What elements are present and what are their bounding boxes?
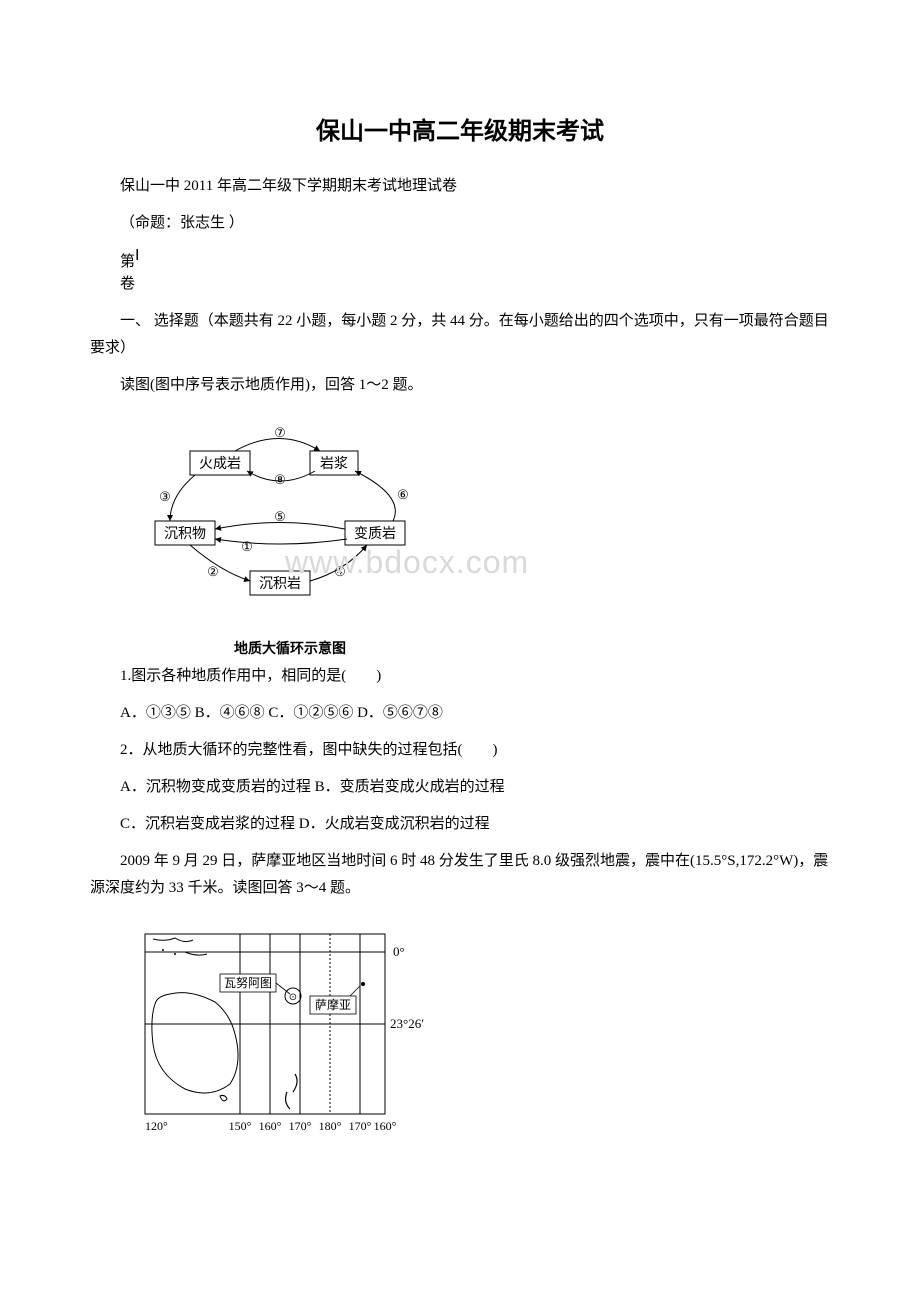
label-samoa: 萨摩亚 (315, 997, 351, 1012)
node-yanjiang: 岩浆 (320, 456, 348, 472)
section-marker-sup: Ⅰ (135, 248, 139, 264)
svg-text:④: ④ (334, 564, 346, 579)
section-marker-line2: 卷 (90, 271, 830, 298)
svg-text:①: ① (241, 539, 253, 554)
svg-text:⑤: ⑤ (274, 509, 286, 524)
svg-text:⑦: ⑦ (274, 425, 286, 440)
svg-text:170°: 170° (289, 1119, 312, 1133)
q2-options-cd: C．沉积岩变成岩浆的过程 D．火成岩变成沉积岩的过程 (90, 811, 830, 838)
svg-text:23°26′: 23°26′ (390, 1016, 424, 1031)
node-chenjiwu: 沉积物 (164, 526, 206, 542)
q2-text: 2．从地质大循环的完整性看，图中缺失的过程包括( ) (90, 737, 830, 764)
node-huocheng: 火成岩 (199, 456, 241, 472)
q1-options: A．①③⑤ B．④⑥⑧ C．①②⑤⑥ D．⑤⑥⑦⑧ (90, 700, 830, 727)
svg-text:160°: 160° (374, 1119, 397, 1133)
svg-text:170°: 170° (349, 1119, 372, 1133)
svg-text:0°: 0° (393, 944, 405, 959)
intro-q3-4: 2009 年 9 月 29 日，萨摩亚地区当地时间 6 时 48 分发生了里氏 … (90, 848, 830, 902)
node-chenjiyan: 沉积岩 (259, 576, 301, 592)
section-marker-line1: 第Ⅰ (90, 247, 830, 271)
q1-text: 1.图示各种地质作用中，相同的是( ) (90, 663, 830, 690)
q2-options-ab: A．沉积物变成变质岩的过程 B．变质岩变成火成岩的过程 (90, 774, 830, 801)
svg-text:160°: 160° (259, 1119, 282, 1133)
label-vanuatu: 瓦努阿图 (224, 975, 272, 990)
section-marker-prefix: 第 (120, 254, 135, 270)
intro-q1-2: 读图(图中序号表示地质作用)，回答 1～2 题。 (90, 372, 830, 399)
svg-text:③: ③ (159, 489, 171, 504)
svg-text:②: ② (207, 564, 219, 579)
svg-text:⑧: ⑧ (274, 472, 286, 487)
diagram1-caption: 地质大循环示意图 (135, 637, 445, 662)
author-line: （命题：张志生 ） (90, 210, 830, 237)
subtitle-line: 保山一中 2011 年高二年级下学期期末考试地理试卷 (90, 173, 830, 200)
svg-text:120°: 120° (145, 1119, 168, 1133)
page-title: 保山一中高二年级期末考试 (90, 110, 830, 153)
svg-text:⑥: ⑥ (397, 487, 409, 502)
map-samoa: 0° 23°26′ 120° 150° 160° 170° 180° 170° … (135, 924, 425, 1144)
svg-text:180°: 180° (319, 1119, 342, 1133)
node-bianzhi: 变质岩 (354, 526, 396, 542)
svg-text:⊙: ⊙ (289, 992, 297, 1003)
svg-text:150°: 150° (229, 1119, 252, 1133)
section1-heading: 一、 选择题（本题共有 22 小题，每小题 2 分，共 44 分。在每小题给出的… (90, 308, 830, 362)
diagram-rock-cycle: 火成岩 岩浆 沉积物 变质岩 沉积岩 ⑦ ⑧ ③ ⑥ ⑤ (135, 421, 445, 621)
